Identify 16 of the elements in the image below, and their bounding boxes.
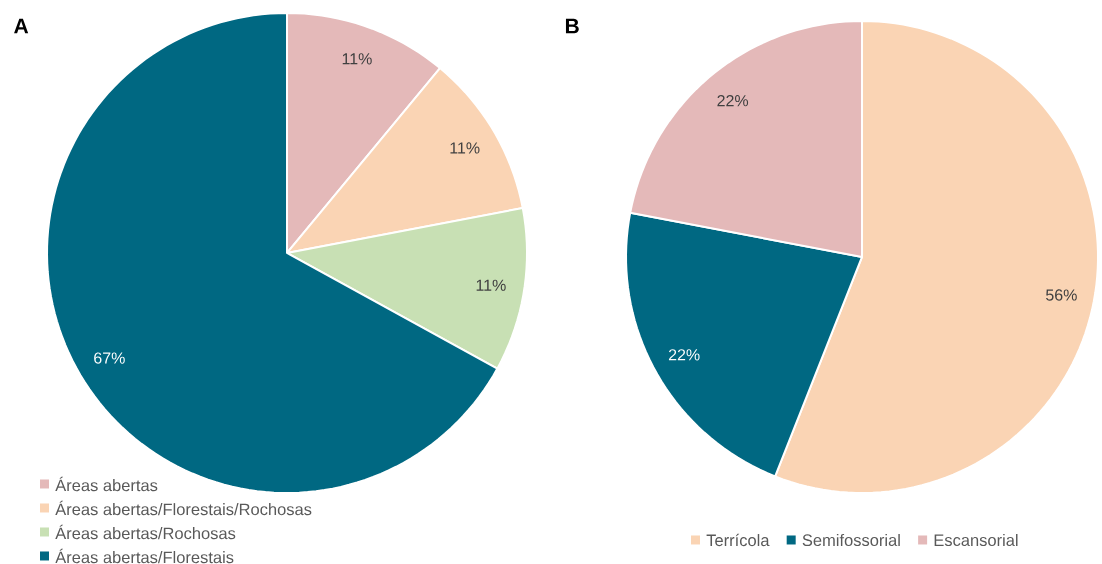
data-label: 22% xyxy=(717,94,749,107)
data-label: 22% xyxy=(668,349,700,361)
legend-label: Áreas abertas/Florestais xyxy=(55,548,234,564)
legend-label: Áreas abertas/Rochosas xyxy=(55,524,236,540)
data-label: 11% xyxy=(342,53,372,65)
chart-title: A xyxy=(14,18,29,34)
chart-title: B xyxy=(565,18,579,34)
data-label: 56% xyxy=(1046,289,1077,301)
legend-label: Escansorial xyxy=(934,533,1018,547)
legend-label: Terrícola xyxy=(706,533,770,547)
legend-label: Áreas abertas/Florestais/Rochosas xyxy=(55,500,312,516)
data-label: 11% xyxy=(450,142,480,154)
legend-label: Áreas abertas xyxy=(55,476,158,492)
data-label: 67% xyxy=(94,352,125,364)
data-label: 11% xyxy=(476,279,506,291)
legend-label: Semifossorial xyxy=(802,533,900,547)
